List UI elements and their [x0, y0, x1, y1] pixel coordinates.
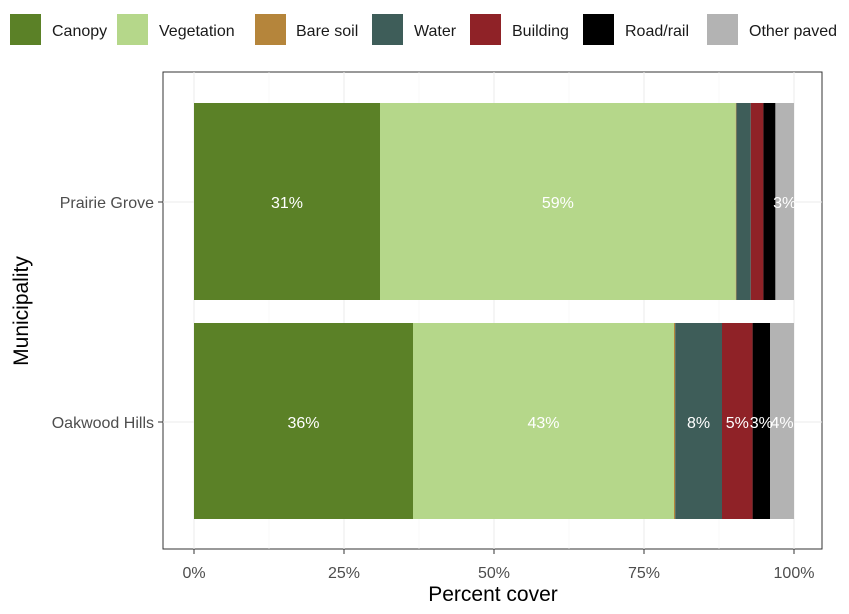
- x-tick-label: 0%: [182, 565, 205, 582]
- data-label-oakwood-hills-building: 5%: [726, 415, 749, 432]
- data-labels: 31% 59% 3%36% 43% 8% 5% 3%4%: [271, 195, 796, 432]
- data-label-oakwood-hills-vegetation: 43%: [527, 415, 559, 432]
- legend-item-other-paved: Other paved: [707, 14, 837, 45]
- data-label-oakwood-hills-canopy: 36%: [287, 415, 319, 432]
- data-label-oakwood-hills-road-rail: 3%: [750, 415, 773, 432]
- legend-label-canopy: Canopy: [52, 23, 107, 40]
- legend-item-canopy: Canopy: [10, 14, 107, 45]
- legend-key-bare-soil: [255, 14, 286, 45]
- bar-prairie-grove-building: [750, 103, 764, 300]
- data-label-prairie-grove-vegetation: 59%: [542, 195, 574, 212]
- legend-key-road-rail: [583, 14, 614, 45]
- legend-label-vegetation: Vegetation: [159, 23, 235, 40]
- legend-key-vegetation: [117, 14, 148, 45]
- legend-key-building: [470, 14, 501, 45]
- bar-oakwood-hills-building: [722, 323, 753, 519]
- y-axis-title: Municipality: [10, 256, 33, 366]
- x-tick-label: 75%: [628, 565, 660, 582]
- legend-item-bare-soil: Bare soil: [255, 14, 358, 45]
- bar-oakwood-hills-road-rail: [752, 323, 770, 519]
- y-tick-label-oakwood-hills: Oakwood Hills: [52, 415, 154, 432]
- bar-prairie-grove-bare-soil: [735, 103, 737, 300]
- legend-item-building: Building: [470, 14, 569, 45]
- legend-key-water: [372, 14, 403, 45]
- data-label-prairie-grove-canopy: 31%: [271, 195, 303, 212]
- data-label-oakwood-hills-other-paved: 4%: [770, 415, 793, 432]
- x-tick-label: 100%: [774, 565, 815, 582]
- legend-item-water: Water: [372, 14, 457, 45]
- legend-item-vegetation: Vegetation: [117, 14, 235, 45]
- bar-prairie-grove-canopy: [194, 103, 380, 300]
- data-label-prairie-grove-other-paved: 3%: [773, 195, 796, 212]
- x-axis-title: Percent cover: [428, 583, 558, 606]
- legend-label-water: Water: [414, 23, 457, 40]
- bar-prairie-grove-other-paved: [775, 103, 794, 300]
- data-label-oakwood-hills-water: 8%: [687, 415, 710, 432]
- legend-label-other-paved: Other paved: [749, 23, 837, 40]
- bar-prairie-grove-vegetation: [380, 103, 736, 300]
- x-tick-label: 25%: [328, 565, 360, 582]
- x-tick-label: 50%: [478, 565, 510, 582]
- legend-label-bare-soil: Bare soil: [296, 23, 358, 40]
- legend-key-canopy: [10, 14, 41, 45]
- axes: 0% 25% 50% 75% 100% Prairie Grove Oakwood Hill…: [52, 195, 815, 582]
- legend-label-building: Building: [512, 23, 569, 40]
- bar-oakwood-hills-bare-soil: [674, 323, 676, 519]
- bars: [194, 103, 794, 519]
- bar-oakwood-hills-water: [675, 323, 722, 519]
- y-tick-label-prairie-grove: Prairie Grove: [60, 195, 154, 212]
- bar-prairie-grove-water: [736, 103, 751, 300]
- bar-prairie-grove-road-rail: [763, 103, 776, 300]
- legend-key-other-paved: [707, 14, 738, 45]
- legend-label-road-rail: Road/rail: [625, 23, 689, 40]
- legend-item-road-rail: Road/rail: [583, 14, 689, 45]
- bar-oakwood-hills-canopy: [194, 323, 413, 519]
- bar-oakwood-hills-other-paved: [770, 323, 794, 519]
- bar-oakwood-hills-vegetation: [413, 323, 674, 519]
- legend: Canopy Vegetation Bare soil Water Building Ro…: [10, 14, 837, 45]
